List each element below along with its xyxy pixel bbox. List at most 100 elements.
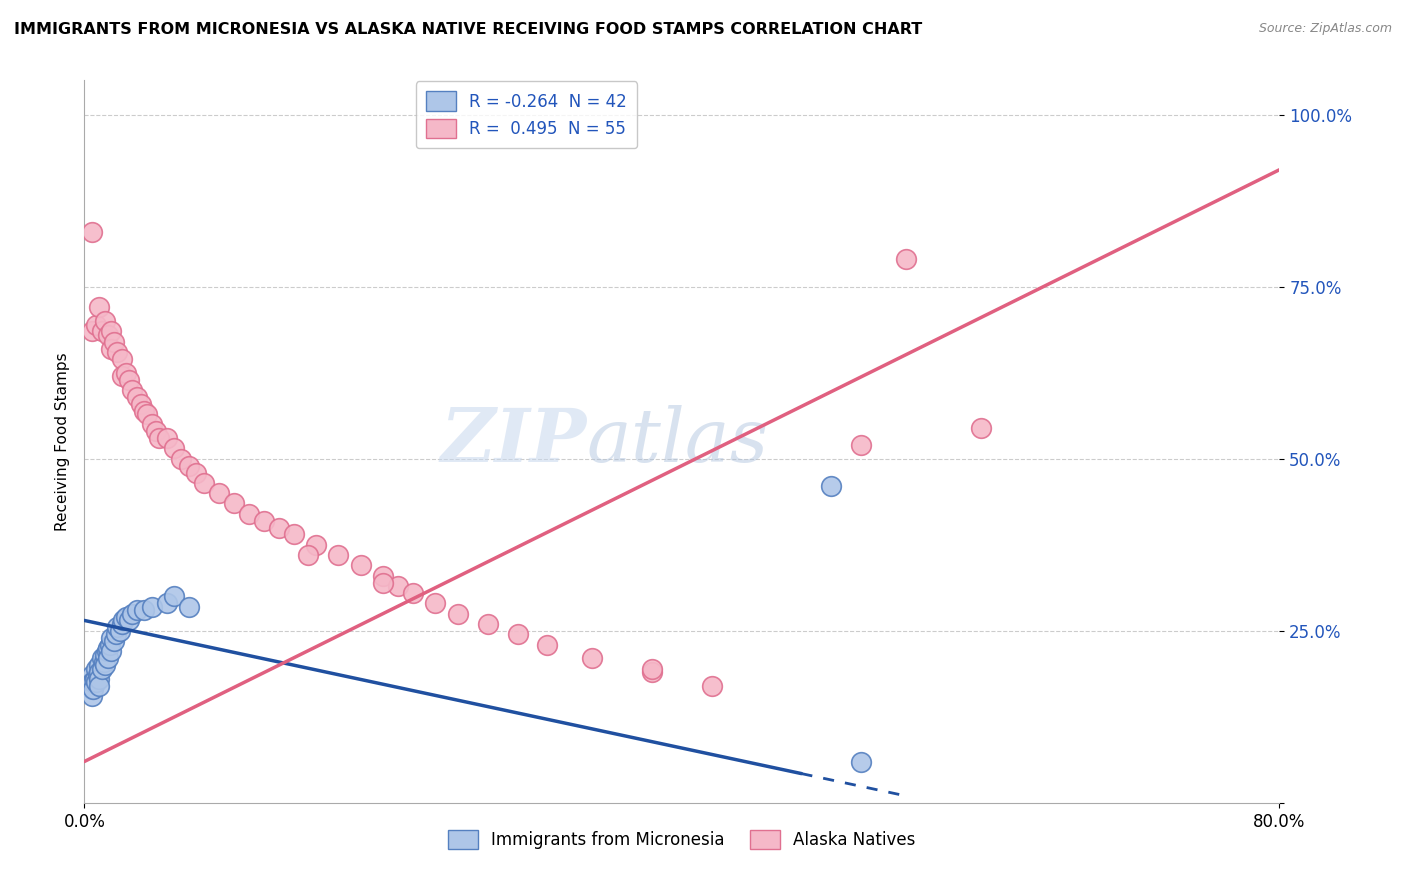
Point bbox=[110, 624, 132, 638]
Point bbox=[305, 538, 328, 552]
Point bbox=[170, 451, 193, 466]
Point bbox=[115, 366, 138, 380]
Point bbox=[97, 327, 120, 342]
Point bbox=[97, 640, 120, 655]
Point bbox=[177, 458, 200, 473]
Point bbox=[193, 475, 215, 490]
Point bbox=[91, 662, 114, 676]
Point bbox=[121, 607, 143, 621]
Point bbox=[129, 397, 152, 411]
Point bbox=[100, 342, 122, 356]
Point bbox=[141, 599, 163, 614]
Point bbox=[350, 558, 373, 573]
Point bbox=[132, 403, 156, 417]
Point bbox=[267, 520, 290, 534]
Point bbox=[111, 369, 134, 384]
Point bbox=[94, 314, 117, 328]
Point bbox=[100, 325, 122, 339]
Point bbox=[186, 466, 208, 480]
Point bbox=[82, 675, 104, 690]
Point bbox=[641, 662, 664, 676]
Point bbox=[105, 620, 128, 634]
Point bbox=[970, 421, 993, 435]
Point bbox=[125, 603, 148, 617]
Point bbox=[89, 658, 111, 673]
Point bbox=[851, 438, 873, 452]
Point bbox=[145, 424, 167, 438]
Point bbox=[118, 614, 141, 628]
Point bbox=[89, 679, 111, 693]
Point bbox=[80, 325, 103, 339]
Point bbox=[506, 627, 529, 641]
Point bbox=[100, 631, 122, 645]
Point bbox=[104, 627, 127, 641]
Point bbox=[105, 345, 128, 359]
Point bbox=[94, 658, 117, 673]
Point bbox=[80, 675, 103, 690]
Point bbox=[820, 479, 842, 493]
Point bbox=[91, 325, 114, 339]
Point bbox=[222, 496, 245, 510]
Point bbox=[402, 586, 425, 600]
Point bbox=[89, 672, 111, 686]
Point bbox=[80, 225, 103, 239]
Point bbox=[132, 603, 156, 617]
Point bbox=[641, 665, 664, 679]
Point bbox=[86, 662, 108, 676]
Point bbox=[86, 675, 108, 690]
Point bbox=[477, 616, 499, 631]
Point bbox=[118, 373, 141, 387]
Text: Source: ZipAtlas.com: Source: ZipAtlas.com bbox=[1258, 22, 1392, 36]
Point bbox=[87, 668, 110, 682]
Point bbox=[177, 599, 200, 614]
Point bbox=[80, 682, 103, 697]
Text: atlas: atlas bbox=[586, 405, 769, 478]
Point bbox=[94, 648, 117, 662]
Point bbox=[894, 252, 917, 267]
Text: IMMIGRANTS FROM MICRONESIA VS ALASKA NATIVE RECEIVING FOOD STAMPS CORRELATION CH: IMMIGRANTS FROM MICRONESIA VS ALASKA NAT… bbox=[14, 22, 922, 37]
Point bbox=[297, 548, 319, 562]
Point bbox=[112, 614, 135, 628]
Point bbox=[536, 638, 558, 652]
Point bbox=[141, 417, 163, 432]
Point bbox=[111, 351, 134, 366]
Point bbox=[97, 651, 120, 665]
Point bbox=[93, 655, 115, 669]
Point bbox=[80, 689, 103, 703]
Y-axis label: Receiving Food Stamps: Receiving Food Stamps bbox=[55, 352, 70, 531]
Point bbox=[163, 442, 186, 456]
Point bbox=[253, 514, 276, 528]
Point bbox=[103, 334, 125, 349]
Point bbox=[136, 407, 159, 421]
Point bbox=[238, 507, 260, 521]
Point bbox=[115, 610, 138, 624]
Point bbox=[851, 755, 873, 769]
Point bbox=[98, 638, 121, 652]
Point bbox=[447, 607, 470, 621]
Point bbox=[121, 383, 143, 397]
Point bbox=[125, 390, 148, 404]
Point bbox=[103, 634, 125, 648]
Point bbox=[89, 301, 111, 315]
Point bbox=[155, 596, 177, 610]
Point bbox=[148, 431, 170, 445]
Point bbox=[283, 527, 305, 541]
Point bbox=[83, 672, 105, 686]
Point bbox=[111, 616, 134, 631]
Point bbox=[82, 682, 104, 697]
Point bbox=[89, 665, 111, 679]
Legend: Immigrants from Micronesia, Alaska Natives: Immigrants from Micronesia, Alaska Nativ… bbox=[439, 821, 925, 860]
Text: ZIP: ZIP bbox=[440, 405, 586, 478]
Point bbox=[373, 575, 395, 590]
Point bbox=[96, 644, 118, 658]
Point bbox=[387, 579, 409, 593]
Point bbox=[80, 668, 103, 682]
Point bbox=[373, 568, 395, 582]
Point bbox=[155, 431, 177, 445]
Point bbox=[208, 486, 231, 500]
Point bbox=[700, 679, 723, 693]
Point bbox=[163, 590, 186, 604]
Point bbox=[425, 596, 447, 610]
Point bbox=[91, 651, 114, 665]
Point bbox=[581, 651, 603, 665]
